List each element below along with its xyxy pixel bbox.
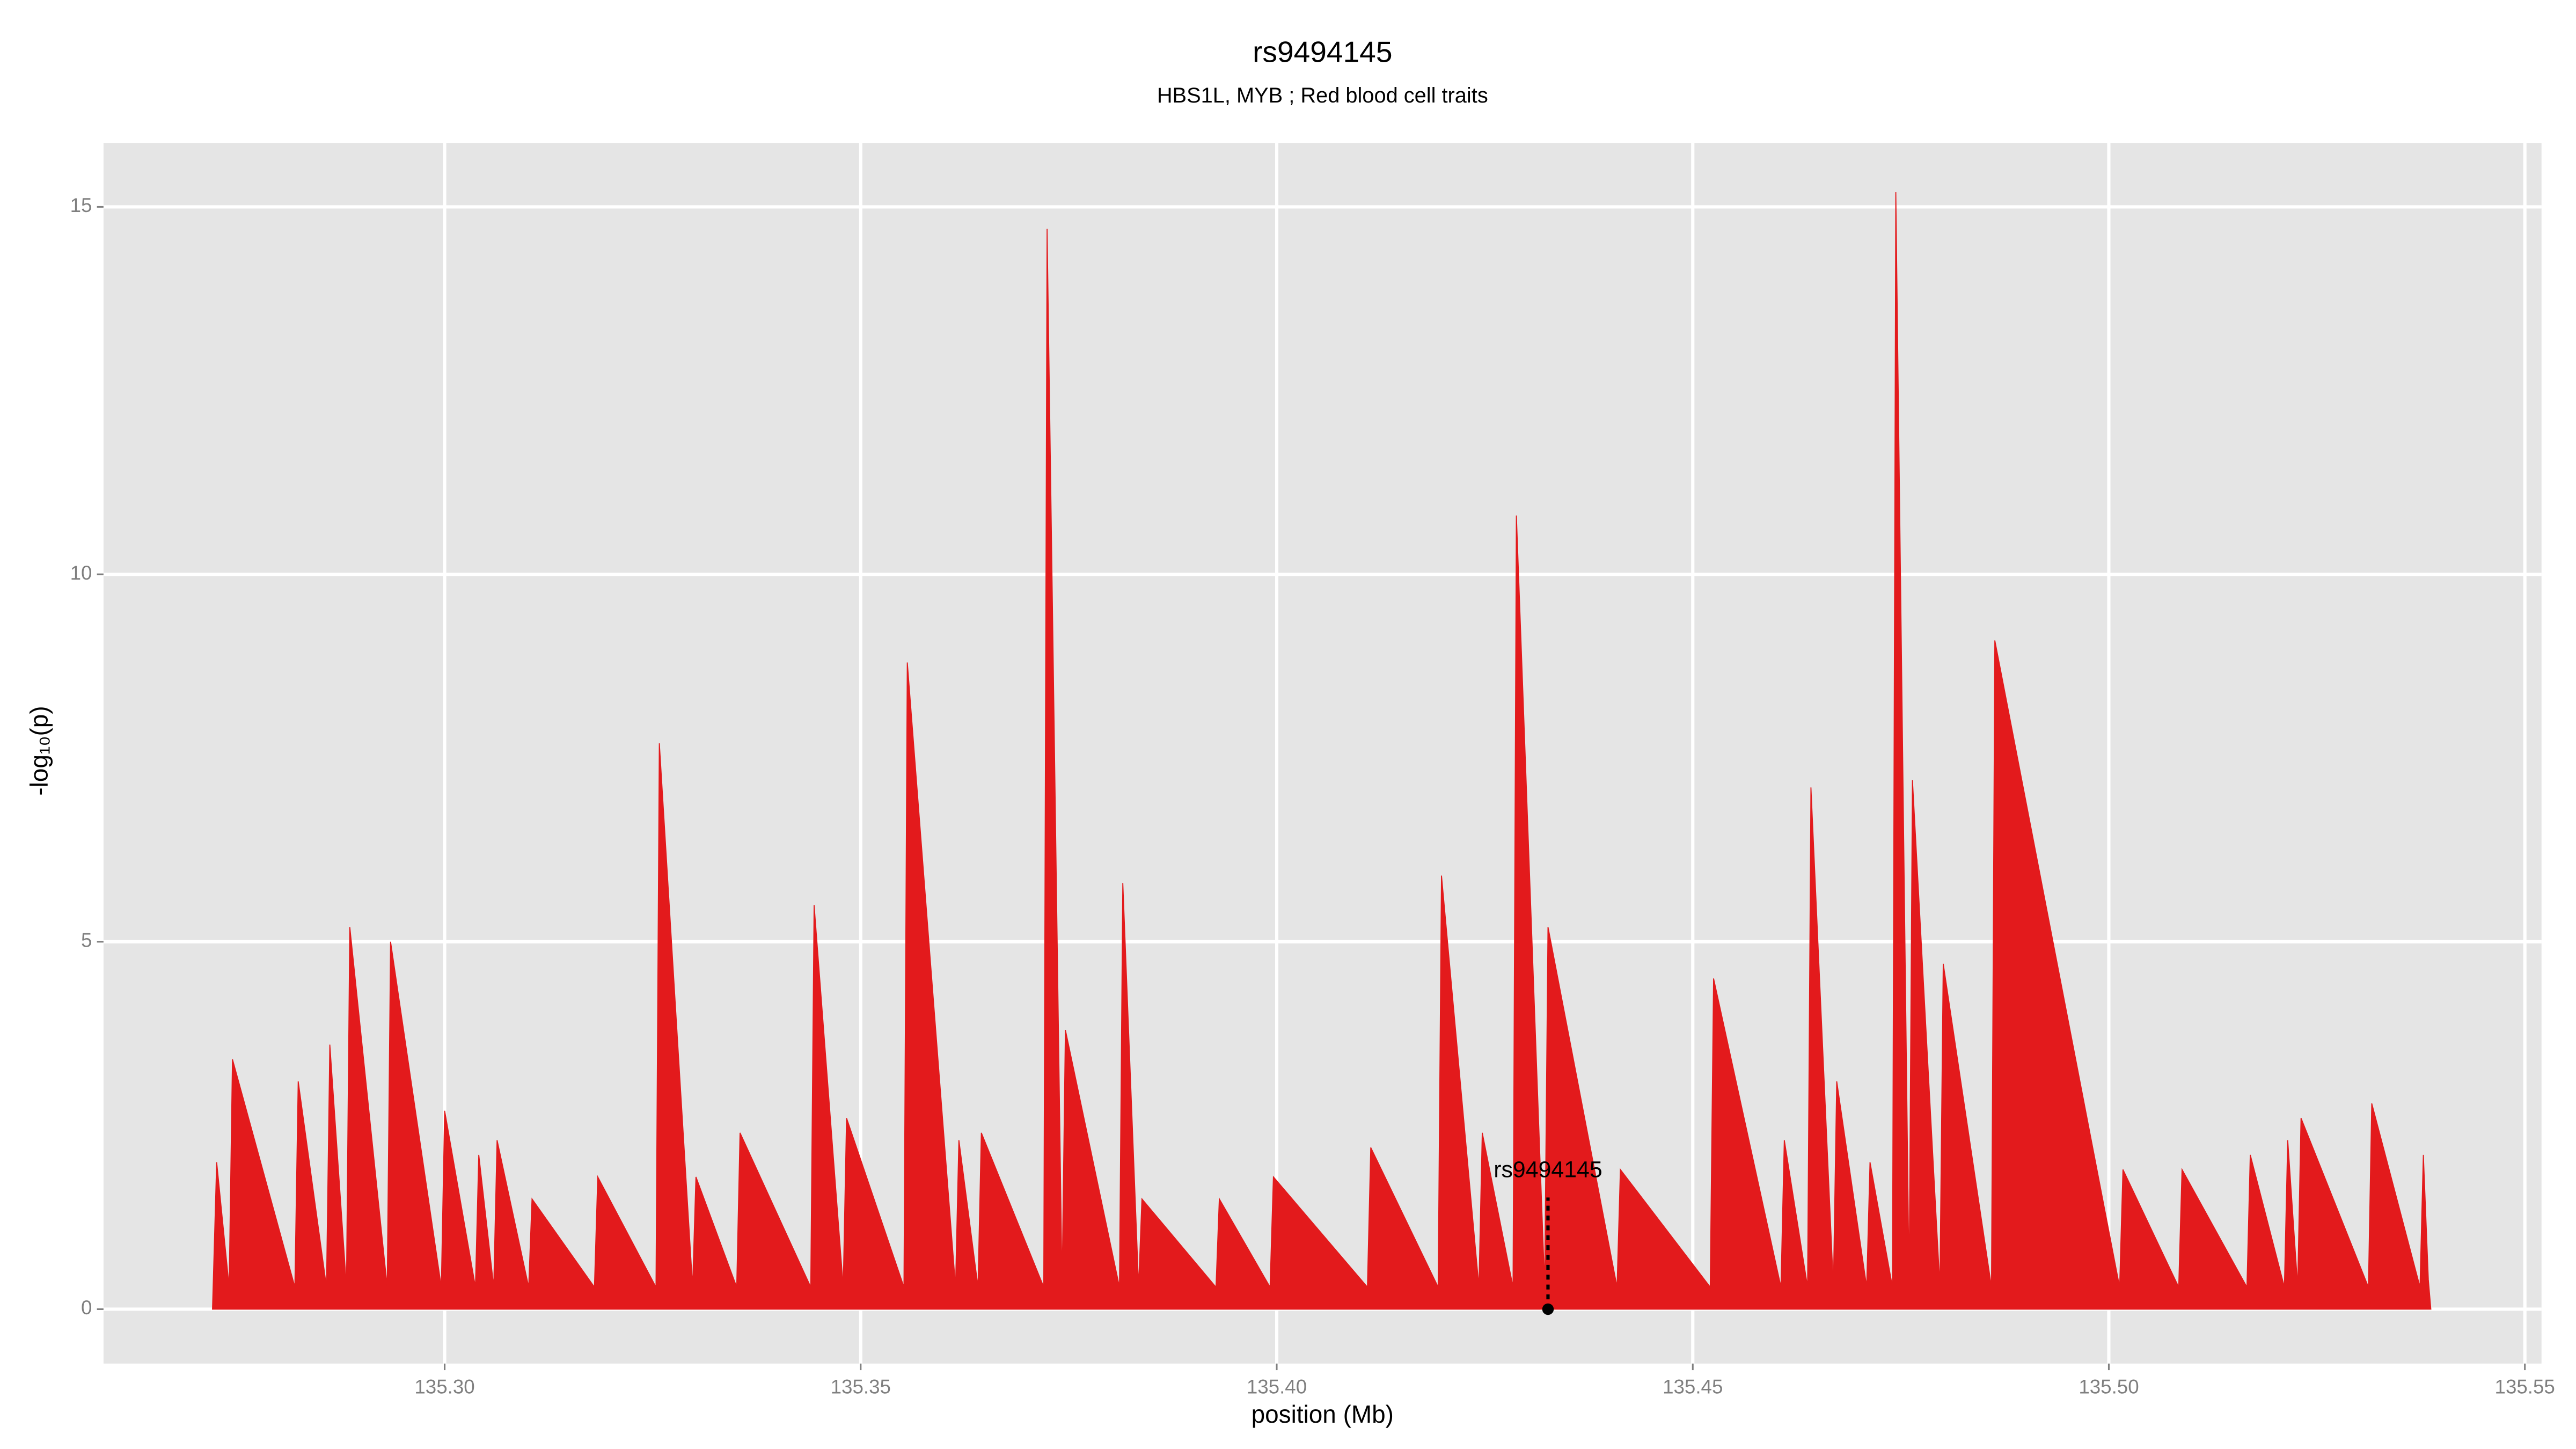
x-tick-label: 135.50 xyxy=(2079,1375,2139,1397)
marks xyxy=(212,192,2432,1315)
plot-panel xyxy=(103,143,2542,1364)
y-tick-label: 15 xyxy=(70,194,92,216)
area xyxy=(212,192,2432,1310)
x-tick-label: 135.40 xyxy=(1247,1375,1307,1397)
y-axis-title: -log₁₀(p) xyxy=(25,706,53,795)
annotation-label: rs9494145 xyxy=(1494,1157,1602,1183)
y-tick-label: 5 xyxy=(81,930,92,952)
annotation-point xyxy=(1542,1303,1554,1315)
chart-title: rs9494145 xyxy=(1253,35,1392,69)
x-tick-label: 135.55 xyxy=(2495,1375,2555,1397)
y-tick-label: 0 xyxy=(81,1297,92,1319)
x-tick-label: 135.35 xyxy=(831,1375,891,1397)
x-axis-title: position (Mb) xyxy=(1252,1400,1394,1428)
chart-subtitle: HBS1L, MYB ; Red blood cell traits xyxy=(1157,84,1488,107)
x-tick-label: 135.45 xyxy=(1663,1375,1723,1397)
y-tick-label: 10 xyxy=(70,562,92,584)
x-tick-label: 135.30 xyxy=(414,1375,474,1397)
